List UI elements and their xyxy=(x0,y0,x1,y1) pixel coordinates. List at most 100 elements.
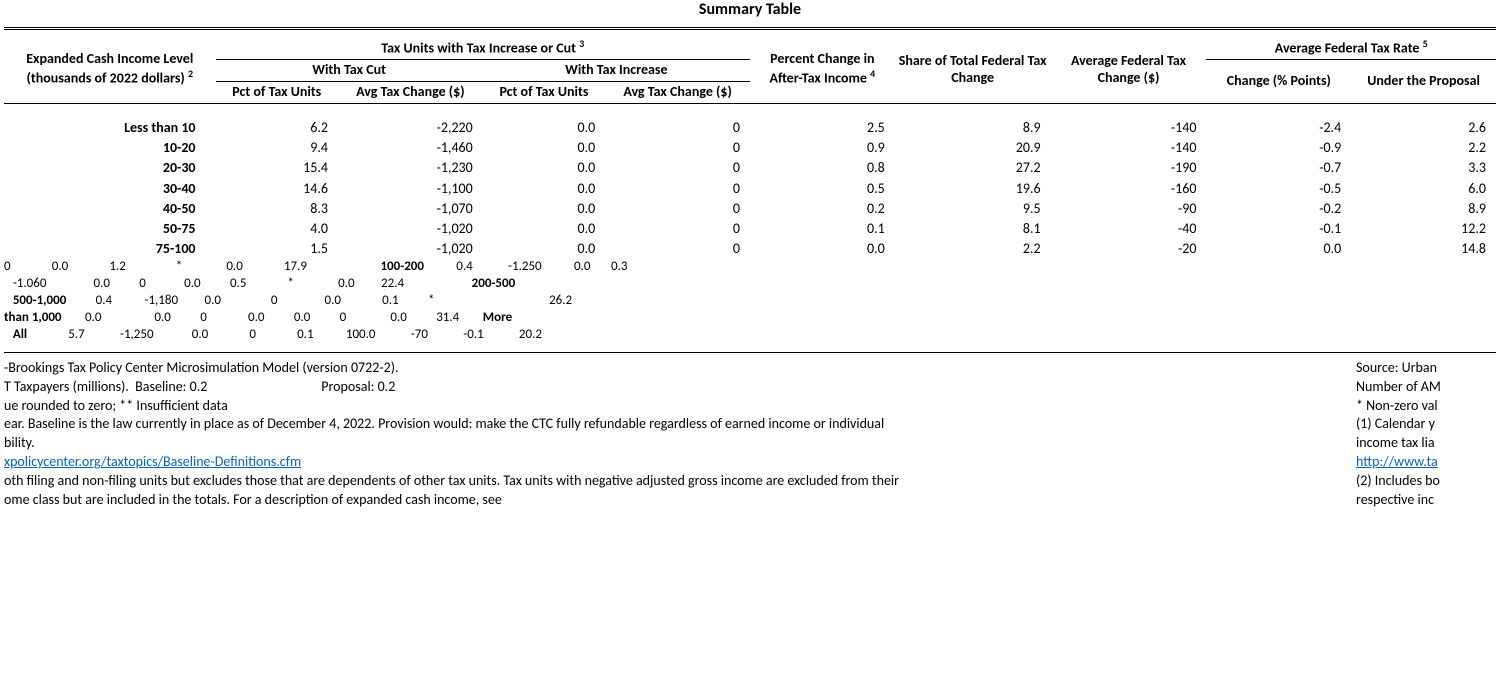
footnote-right-line: (2) Includes bo xyxy=(1356,472,1500,491)
cell: 8.1 xyxy=(895,219,1051,239)
footnote-right-line: Source: Urban xyxy=(1356,359,1500,378)
cell: -2,220 xyxy=(338,118,483,138)
page-title: Summary Table xyxy=(0,0,1500,27)
cell: 0 xyxy=(605,219,750,239)
cell: 14.8 xyxy=(1351,239,1496,259)
cell: 1.5 xyxy=(216,239,338,259)
cell: 40-50 xyxy=(4,199,216,219)
cell: 14.6 xyxy=(216,179,338,199)
cell: -20 xyxy=(1051,239,1207,259)
footnote-line: T Taxpayers (millions). Baseline: 0.2 Pr… xyxy=(4,378,1344,397)
cell: -1,020 xyxy=(338,219,483,239)
baseline-definitions-link[interactable]: xpolicycenter.org/taxtopics/Baseline-Def… xyxy=(4,453,301,470)
cell: -90 xyxy=(1051,199,1207,219)
cell: 0 xyxy=(605,179,750,199)
cell: 2.6 xyxy=(1351,118,1496,138)
summary-table: Expanded Cash Income Level (thousands of… xyxy=(4,36,1496,259)
hdr-under: Under the Proposal xyxy=(1351,60,1496,104)
cell: -190 xyxy=(1051,158,1207,178)
hdr-taxunits-group: Tax Units with Tax Increase or Cut 3 xyxy=(216,36,750,60)
cell: 15.4 xyxy=(216,158,338,178)
cell: 19.6 xyxy=(895,179,1051,199)
hdr-income: Expanded Cash Income Level (thousands of… xyxy=(4,36,216,104)
taxpolicy-link[interactable]: http://www.ta xyxy=(1356,453,1438,470)
cell: -1,100 xyxy=(338,179,483,199)
hdr-avg-fed: Average Federal Tax Change ($) xyxy=(1051,36,1207,104)
hdr-with-inc: With Tax Increase xyxy=(483,60,750,82)
table-row: 50-754.0-1,0200.000.18.1-40-0.112.2 xyxy=(4,219,1496,239)
footnote-link-line: xpolicycenter.org/taxtopics/Baseline-Def… xyxy=(4,453,1344,472)
cell: 0.0 xyxy=(483,158,605,178)
cell: 10-20 xyxy=(4,138,216,158)
hdr-avg-rate-group: Average Federal Tax Rate 5 xyxy=(1206,36,1496,60)
cell: 0.0 xyxy=(483,179,605,199)
cell: -2.4 xyxy=(1206,118,1351,138)
cell: 2.2 xyxy=(895,239,1051,259)
cell: 2.5 xyxy=(750,118,895,138)
hdr-cut-pct: Pct of Tax Units xyxy=(216,82,338,104)
cell: 2.2 xyxy=(1351,138,1496,158)
cell: 75-100 xyxy=(4,239,216,259)
cell: -0.5 xyxy=(1206,179,1351,199)
cell: 0.5 xyxy=(750,179,895,199)
cell: 0 xyxy=(605,199,750,219)
cell: -160 xyxy=(1051,179,1207,199)
table-row: 40-508.3-1,0700.000.29.5-90-0.28.9 xyxy=(4,199,1496,219)
cell: -0.9 xyxy=(1206,138,1351,158)
cell: 9.4 xyxy=(216,138,338,158)
table-row: 10-209.4-1,4600.000.920.9-140-0.92.2 xyxy=(4,138,1496,158)
cell: 0.0 xyxy=(1206,239,1351,259)
cell: 0.8 xyxy=(750,158,895,178)
hdr-chg-pts: Change (% Points) xyxy=(1206,60,1351,104)
summary-table-wrap: Expanded Cash Income Level (thousands of… xyxy=(4,27,1496,510)
table-row: 20-3015.4-1,2300.000.827.2-190-0.73.3 xyxy=(4,158,1496,178)
table-row: Less than 106.2-2,2200.002.58.9-140-2.42… xyxy=(4,118,1496,138)
cell: 0.1 xyxy=(750,219,895,239)
wrapped-row: 500-1,000 0.4 -1,180 0.0 0 0.0 0.1 * 26.… xyxy=(4,293,1496,310)
hdr-pct-after: Percent Change in After-Tax Income 4 xyxy=(750,36,895,104)
cell: 0.0 xyxy=(483,199,605,219)
cell: 20-30 xyxy=(4,158,216,178)
cell: 6.0 xyxy=(1351,179,1496,199)
footnote-line: ome class but are included in the totals… xyxy=(4,491,1344,510)
cell: 0 xyxy=(605,158,750,178)
footnote-right-line: http://www.ta xyxy=(1356,453,1500,472)
footnote-right-line: income tax lia xyxy=(1356,434,1500,453)
cell: 0 xyxy=(605,138,750,158)
cell: 8.3 xyxy=(216,199,338,219)
hdr-inc-chg: Avg Tax Change ($) xyxy=(605,82,750,104)
footnote-line: ear. Baseline is the law currently in pl… xyxy=(4,415,1344,434)
cell: 0.0 xyxy=(483,138,605,158)
cell: -1,230 xyxy=(338,158,483,178)
cell: 0 xyxy=(605,118,750,138)
cell: 30-40 xyxy=(4,179,216,199)
cell: 0.9 xyxy=(750,138,895,158)
wrapped-row: 0 0.0 1.2 * 0.0 17.9 100-200 0.4 -1.250 … xyxy=(4,259,1496,276)
cell: 20.9 xyxy=(895,138,1051,158)
footnote-right-line: (1) Calendar y xyxy=(1356,415,1500,434)
cell: 4.0 xyxy=(216,219,338,239)
cell: -0.1 xyxy=(1206,219,1351,239)
wrapped-row: -1.060 0.0 0 0.0 0.5 * 0.0 22.4 200-500 xyxy=(4,276,1496,293)
cell: Less than 10 xyxy=(4,118,216,138)
cell: 9.5 xyxy=(895,199,1051,219)
cell: -140 xyxy=(1051,138,1207,158)
hdr-cut-chg: Avg Tax Change ($) xyxy=(338,82,483,104)
wrapped-row: All 5.7 -1,250 0.0 0 0.1 100.0 -70 -0.1 … xyxy=(4,327,1496,344)
footnote-right-line: Number of AM xyxy=(1356,378,1500,397)
cell: 0.0 xyxy=(483,239,605,259)
cell: 0.0 xyxy=(483,219,605,239)
footnote-line: -Brookings Tax Policy Center Microsimula… xyxy=(4,359,1344,378)
cell: 0.0 xyxy=(483,118,605,138)
cell: -0.2 xyxy=(1206,199,1351,219)
table-row: 30-4014.6-1,1000.000.519.6-160-0.56.0 xyxy=(4,179,1496,199)
footnote-line: oth filing and non-filing units but excl… xyxy=(4,472,1344,491)
cell: 8.9 xyxy=(1351,199,1496,219)
cell: 0.2 xyxy=(750,199,895,219)
hdr-share: Share of Total Federal Tax Change xyxy=(895,36,1051,104)
cell: 8.9 xyxy=(895,118,1051,138)
cell: -1,460 xyxy=(338,138,483,158)
cell: -140 xyxy=(1051,118,1207,138)
cell: -0.7 xyxy=(1206,158,1351,178)
cell: 3.3 xyxy=(1351,158,1496,178)
